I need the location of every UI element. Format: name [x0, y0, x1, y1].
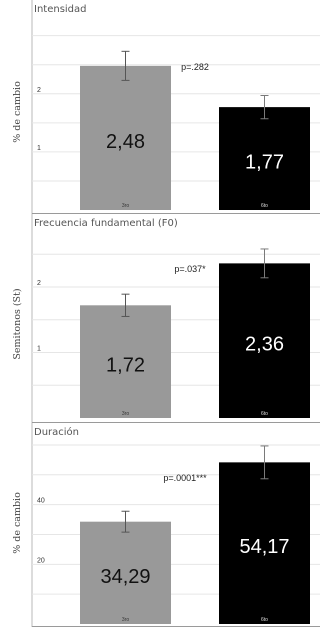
p-value-annotation: p=.0001*** [163, 473, 207, 483]
bar-3ro [80, 305, 171, 418]
y-tick-label: 40 [37, 498, 45, 505]
data-label: 2,36 [245, 334, 284, 356]
y-axis-label: % de cambio [12, 81, 23, 143]
y-tick-label: 2 [37, 280, 41, 287]
chart-panel-intensidad: 1 2 % de cambio Intensidad 2,48 3ro 1,77 6to p=.… [0, 0, 320, 214]
category-label: 3ro [122, 617, 129, 623]
data-label: 54,17 [239, 536, 289, 558]
data-label: 2,48 [106, 131, 145, 153]
y-tick-label: 2 [37, 87, 41, 94]
chart-title: Frecuencia fundamental (F0) [34, 218, 178, 229]
chart-title: Duración [34, 426, 79, 438]
chart-title: Intensidad [34, 4, 87, 15]
data-label: 1,72 [106, 355, 145, 377]
category-label: 3ro [122, 203, 129, 209]
p-value-annotation: p=.282 [181, 62, 209, 72]
bar-6to [219, 462, 310, 624]
y-tick-label: 20 [37, 557, 45, 564]
category-label: 6to [261, 411, 268, 417]
p-value-annotation: p=.037* [174, 264, 206, 274]
y-tick-label: 1 [37, 345, 41, 352]
category-label: 3ro [122, 411, 129, 417]
data-label: 34,29 [100, 566, 150, 588]
bar-6to [219, 263, 310, 418]
category-label: 6to [261, 203, 268, 209]
bar-3ro [80, 65, 171, 210]
y-axis-label: Semitonos (St) [12, 288, 23, 359]
chart-frecuencia: 1 2 Semitonos (St) Frecuencia fundamental (… [12, 214, 320, 423]
chart-duracion: 20 40 % de cambio Duración 34,29 3ro 54,17 6to p… [12, 423, 320, 627]
chart-panel-duracion: 20 40 % de cambio Duración 34,29 3ro 54,17 6to p… [0, 423, 320, 627]
data-label: 1,77 [245, 152, 284, 174]
y-tick-label: 1 [37, 145, 41, 152]
bar-6to [219, 107, 310, 210]
chart-panel-frecuencia: 1 2 Semitonos (St) Frecuencia fundamental (… [0, 214, 320, 423]
category-label: 6to [261, 617, 268, 623]
y-axis-label: % de cambio [12, 492, 23, 554]
bar-3ro [80, 521, 171, 624]
chart-intensidad: 1 2 % de cambio Intensidad 2,48 3ro 1,77 6to p=.… [12, 0, 320, 214]
